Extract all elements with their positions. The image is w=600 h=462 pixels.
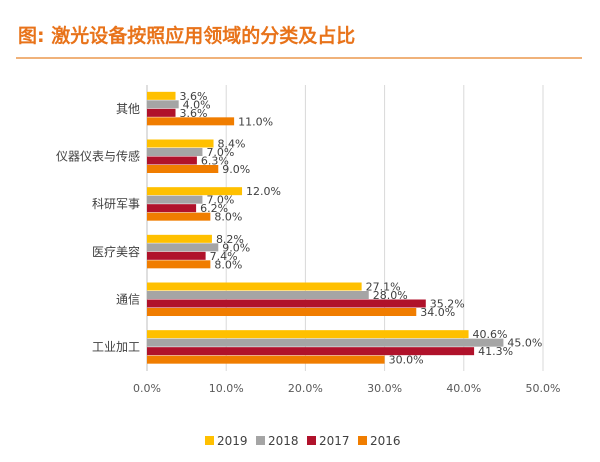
data-label: 28.0% bbox=[373, 289, 408, 302]
data-label: 30.0% bbox=[389, 354, 424, 367]
data-label: 41.3% bbox=[478, 345, 513, 358]
data-label: 6.3% bbox=[201, 155, 229, 168]
legend-swatch bbox=[256, 436, 265, 445]
data-label: 12.0% bbox=[246, 185, 281, 198]
bar-2016 bbox=[147, 355, 385, 364]
data-label: 7.4% bbox=[210, 250, 238, 263]
data-label: 7.0% bbox=[206, 146, 234, 159]
bar-2019 bbox=[147, 91, 176, 100]
legend-label: 2016 bbox=[370, 434, 401, 448]
legend-label: 2019 bbox=[217, 434, 248, 448]
data-label: 27.1% bbox=[366, 281, 401, 294]
data-label: 3.6% bbox=[180, 107, 208, 120]
data-label: 6.2% bbox=[200, 202, 228, 215]
legend-item-2016: 2016 bbox=[358, 434, 401, 448]
bar-2017 bbox=[147, 299, 426, 308]
category-label: 其他 bbox=[116, 102, 140, 116]
data-label: 34.0% bbox=[420, 306, 455, 319]
bar-2019 bbox=[147, 330, 469, 339]
bar-2017 bbox=[147, 108, 176, 117]
category-label: 仪器仪表与传感 bbox=[56, 149, 140, 164]
x-tick-label: 30.0% bbox=[367, 382, 402, 395]
data-label: 8.4% bbox=[218, 138, 246, 151]
bar-2018 bbox=[147, 148, 203, 156]
data-label: 3.6% bbox=[180, 90, 208, 103]
bar-2019 bbox=[147, 282, 362, 291]
x-tick-label: 0.0% bbox=[133, 382, 161, 395]
data-label: 11.0% bbox=[238, 115, 273, 128]
data-label: 9.0% bbox=[222, 241, 250, 254]
x-tick-label: 10.0% bbox=[209, 382, 244, 395]
legend-swatch bbox=[358, 436, 367, 445]
data-label: 7.0% bbox=[206, 194, 234, 207]
bar-2019 bbox=[147, 234, 212, 243]
data-label: 40.6% bbox=[473, 328, 508, 341]
bar-2018 bbox=[147, 100, 179, 109]
bar-2018 bbox=[147, 291, 369, 299]
bar-2016 bbox=[147, 260, 211, 269]
bar-2018 bbox=[147, 338, 504, 347]
bar-2017 bbox=[147, 347, 475, 356]
category-label: 通信 bbox=[116, 293, 140, 307]
bar-2017 bbox=[147, 204, 197, 213]
data-label: 4.0% bbox=[183, 98, 211, 111]
data-label: 8.0% bbox=[214, 211, 242, 224]
data-label: 8.2% bbox=[216, 233, 244, 246]
bar-2018 bbox=[147, 243, 219, 252]
data-label: 9.0% bbox=[222, 163, 250, 176]
legend-item-2018: 2018 bbox=[256, 434, 299, 448]
category-label: 医疗美容 bbox=[92, 244, 140, 259]
legend-label: 2018 bbox=[268, 434, 299, 448]
category-label: 工业加工 bbox=[92, 340, 140, 354]
legend-item-2019: 2019 bbox=[205, 434, 248, 448]
bar-2017 bbox=[147, 156, 197, 165]
category-label: 科研军事 bbox=[92, 197, 140, 211]
legend-swatch bbox=[307, 436, 316, 445]
x-tick-label: 20.0% bbox=[288, 382, 323, 395]
data-label: 45.0% bbox=[507, 337, 542, 350]
legend-swatch bbox=[205, 436, 214, 445]
legend-item-2017: 2017 bbox=[307, 434, 350, 448]
bar-2018 bbox=[147, 195, 203, 204]
data-label: 8.0% bbox=[214, 258, 242, 271]
bar-2017 bbox=[147, 251, 206, 260]
data-label: 35.2% bbox=[430, 298, 465, 311]
bar-2016 bbox=[147, 117, 235, 126]
bar-2016 bbox=[147, 212, 211, 221]
x-tick-label: 40.0% bbox=[446, 382, 481, 395]
bar-2016 bbox=[147, 165, 219, 173]
bar-2019 bbox=[147, 187, 243, 196]
legend-label: 2017 bbox=[319, 434, 350, 448]
x-tick-label: 50.0% bbox=[526, 382, 561, 395]
chart-title: 图: 激光设备按照应用领域的分类及占比 bbox=[18, 24, 355, 47]
bar-2019 bbox=[147, 139, 214, 148]
bar-2016 bbox=[147, 308, 417, 316]
